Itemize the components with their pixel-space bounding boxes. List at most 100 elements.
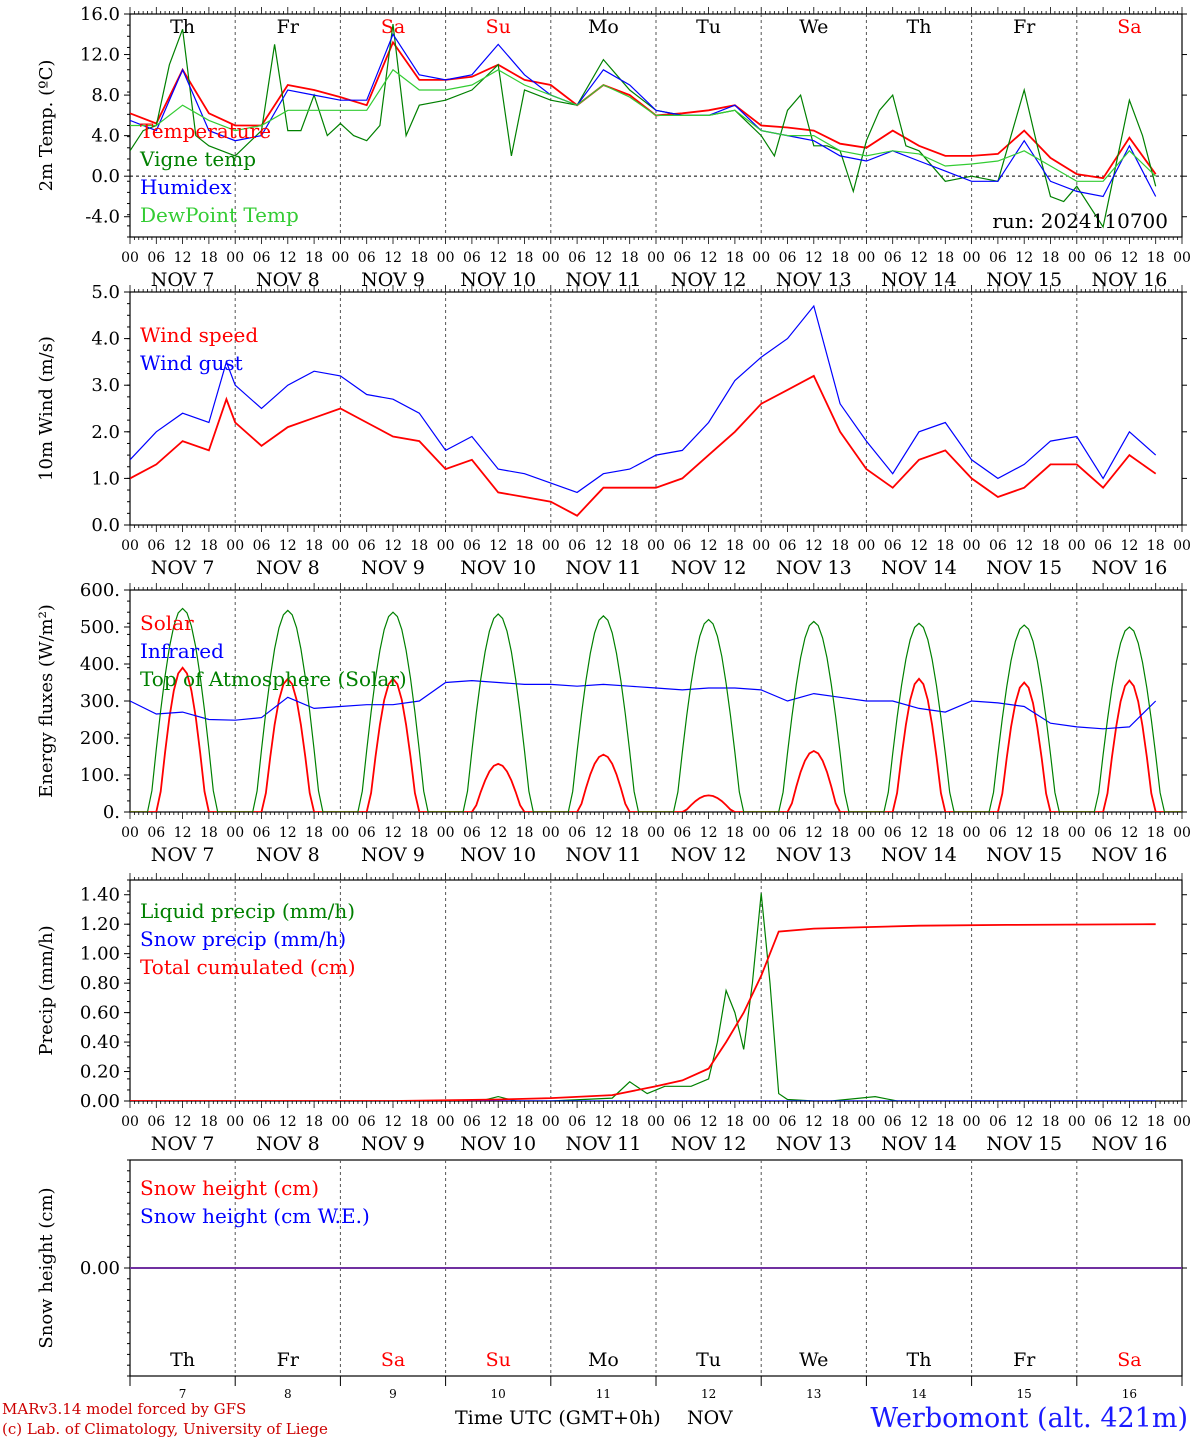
hour-tick-label: 18: [200, 250, 218, 266]
legend-entry: Humidex: [140, 175, 232, 199]
day-label: NOV 7: [151, 1133, 215, 1155]
hour-tick-label: 00: [226, 538, 244, 554]
day-label: NOV 13: [776, 269, 852, 291]
hour-tick-label: 06: [673, 250, 691, 266]
weekday-label: We: [799, 16, 828, 38]
day-label: NOV 10: [460, 557, 536, 579]
weekday-label: Th: [907, 1349, 932, 1371]
hour-tick-label: 18: [1147, 538, 1165, 554]
hour-tick-label: 00: [963, 250, 981, 266]
hour-tick-label: 18: [936, 538, 954, 554]
day-label: NOV 14: [881, 844, 957, 866]
hour-tick-label: 12: [700, 825, 718, 841]
series-line-temperature: [130, 40, 1157, 180]
hour-tick-label: 18: [200, 1114, 218, 1130]
y-axis-label: Energy fluxes (W/m²): [36, 604, 57, 798]
hour-tick-label: 06: [779, 250, 797, 266]
day-label: NOV 11: [565, 1133, 641, 1155]
legend-entry: Liquid precip (mm/h): [140, 899, 355, 923]
hour-tick-label: 18: [305, 825, 323, 841]
weekday-label: Sa: [1117, 16, 1141, 38]
hour-tick-label: 18: [1147, 1114, 1165, 1130]
day-number-label: 14: [911, 1387, 927, 1401]
legend-entry: Snow precip (mm/h): [140, 927, 346, 951]
day-number-label: 10: [491, 1387, 506, 1401]
y-tick-label: 4.0: [91, 126, 120, 147]
hour-tick-label: 12: [700, 538, 718, 554]
y-tick-label: 0.80: [80, 973, 120, 994]
hour-tick-label: 12: [174, 1114, 192, 1130]
hour-tick-label: 12: [1120, 1114, 1138, 1130]
hour-tick-label: 06: [779, 538, 797, 554]
hour-tick-label: 00: [647, 538, 665, 554]
weekday-label: Fr: [1013, 16, 1036, 38]
weekday-label: Su: [486, 16, 511, 38]
day-number-label: 13: [806, 1387, 821, 1401]
hour-tick-label: 18: [410, 1114, 428, 1130]
hour-tick-label: 18: [1147, 825, 1165, 841]
hour-tick-label: 18: [1147, 250, 1165, 266]
hour-tick-label: 12: [910, 250, 928, 266]
hour-tick-label: 18: [410, 825, 428, 841]
hour-tick-label: 00: [647, 825, 665, 841]
hour-tick-label: 06: [463, 250, 481, 266]
y-axis-label: 10m Wind (m/s): [36, 336, 57, 481]
day-label: NOV 15: [986, 269, 1062, 291]
hour-tick-label: 00: [963, 538, 981, 554]
panel-3: 600. 500. 400. 300. 200. 100. 0. Energy fluxes …: [36, 580, 1191, 866]
hour-tick-label: 00: [963, 1114, 981, 1130]
hour-tick-label: 00: [437, 825, 455, 841]
hour-tick-label: 18: [516, 538, 534, 554]
hour-tick-label: 12: [1120, 250, 1138, 266]
series-group: [130, 24, 1157, 229]
hour-tick-label: 12: [594, 825, 612, 841]
series-line-dewpoint-temp: [130, 68, 1157, 182]
hour-tick-label: 18: [831, 825, 849, 841]
hour-tick-label: 00: [121, 250, 139, 266]
hour-tick-label: 06: [568, 825, 586, 841]
day-label: NOV 9: [361, 557, 425, 579]
hour-tick-label: 12: [489, 825, 507, 841]
hour-tick-label: 18: [621, 825, 639, 841]
panel-2: 5.0 4.0 3.0 2.0 1.0 0.0 10m Wind (m/s) 00 06 12 18…: [36, 282, 1191, 579]
weekday-label: Fr: [1013, 1349, 1036, 1371]
weekday-label: We: [799, 1349, 828, 1371]
day-label: NOV 15: [986, 557, 1062, 579]
y-axis-label: Snow height (cm): [36, 1187, 57, 1348]
day-label: NOV 10: [460, 269, 536, 291]
hour-tick-label: 06: [147, 825, 165, 841]
hour-tick-label: 12: [279, 538, 297, 554]
series-group: [130, 893, 1156, 1101]
day-label: NOV 9: [361, 1133, 425, 1155]
hour-tick-label: 00: [331, 250, 349, 266]
weekday-label: Mo: [588, 1349, 619, 1371]
y-tick-label: 1.40: [80, 885, 120, 906]
hour-tick-label: 06: [989, 825, 1007, 841]
hour-tick-label: 18: [1042, 1114, 1060, 1130]
y-tick-label: 100.: [80, 765, 120, 786]
day-label: NOV 14: [881, 269, 957, 291]
series-line-humidex: [130, 33, 1157, 198]
series-line-wind-gust: [130, 304, 1157, 494]
hour-tick-label: 06: [253, 825, 271, 841]
legend-entry: Total cumulated (cm): [140, 955, 356, 979]
y-tick-label: -4.0: [85, 207, 120, 228]
day-label: NOV 10: [460, 844, 536, 866]
hour-tick-label: 00: [1173, 825, 1191, 841]
hour-tick-label: 12: [700, 250, 718, 266]
hour-tick-label: 12: [489, 538, 507, 554]
hour-tick-label: 18: [726, 250, 744, 266]
hour-tick-label: 06: [989, 250, 1007, 266]
y-tick-label: 0.: [103, 802, 120, 823]
y-tick-label: 0.0: [91, 166, 120, 187]
hour-tick-label: 00: [437, 250, 455, 266]
hour-tick-label: 12: [174, 825, 192, 841]
hour-tick-label: 00: [647, 250, 665, 266]
y-tick-label: 1.00: [80, 944, 120, 965]
hour-tick-label: 06: [673, 1114, 691, 1130]
hour-tick-label: 06: [253, 250, 271, 266]
hour-tick-label: 18: [726, 1114, 744, 1130]
y-tick-label: 0.00: [80, 1258, 120, 1279]
y-tick-label: 3.0: [91, 375, 120, 396]
hour-tick-label: 18: [1042, 825, 1060, 841]
